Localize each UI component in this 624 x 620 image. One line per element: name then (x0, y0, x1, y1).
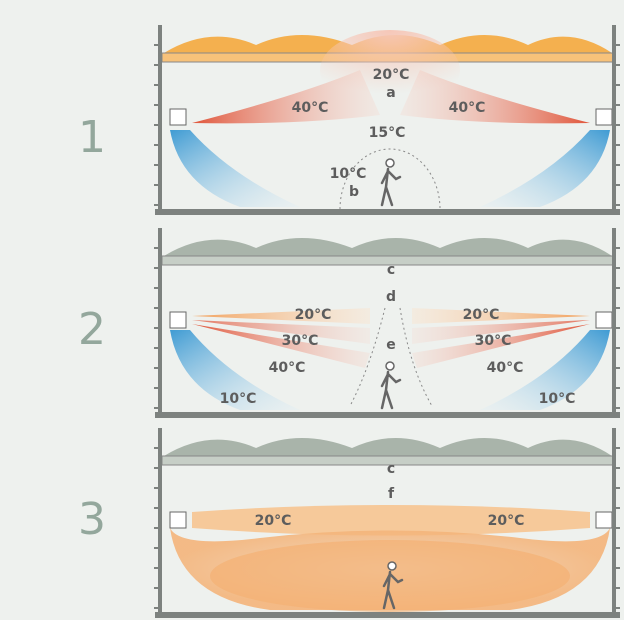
temp-label: 20°C (295, 307, 332, 323)
panel-number: 2 (78, 304, 106, 355)
zone-letter: d (386, 289, 396, 305)
zone-letter: b (349, 184, 359, 200)
panel: 1 20°C a 40°C 40°C 15°C 10°C b (78, 24, 621, 216)
zone-letter: c (387, 461, 395, 477)
zone-letter: f (388, 486, 395, 502)
temp-label: 20°C (373, 67, 410, 83)
panel: 2 c d 20°C 20°C 30°C e 30°C 40°C 40°C 10… (78, 227, 621, 419)
temp-label: 10°C (330, 166, 367, 182)
zone-letter: a (386, 85, 395, 101)
zone-letter: c (387, 262, 395, 278)
zone-letter: e (386, 337, 396, 353)
temp-label: 10°C (220, 391, 257, 407)
panel: 3 c f 20°C 20°C (78, 427, 621, 619)
panel-number: 3 (78, 494, 106, 545)
temp-label: 30°C (282, 333, 319, 349)
temp-label: 10°C (539, 391, 576, 407)
temp-label: 20°C (463, 307, 500, 323)
temp-label: 40°C (487, 360, 524, 376)
temp-label: 40°C (292, 100, 329, 116)
temp-label: 20°C (488, 513, 525, 529)
temp-label: 20°C (255, 513, 292, 529)
temp-label: 30°C (475, 333, 512, 349)
temp-label: 15°C (369, 125, 406, 141)
panel-number: 1 (78, 112, 106, 163)
temp-label: 40°C (269, 360, 306, 376)
temp-label: 40°C (449, 100, 486, 116)
